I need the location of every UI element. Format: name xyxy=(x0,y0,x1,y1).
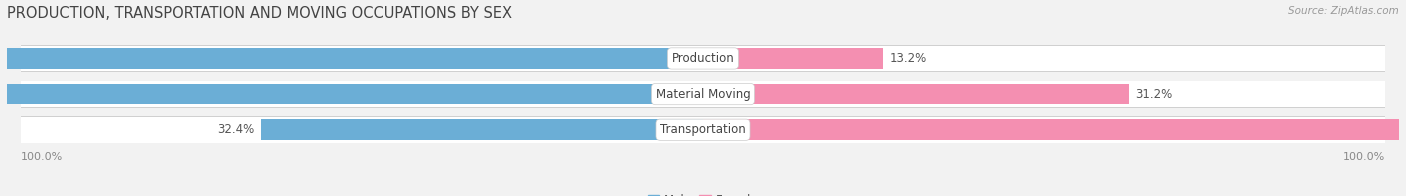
Text: Production: Production xyxy=(672,52,734,65)
Bar xyxy=(21,117,1385,142)
Text: 100.0%: 100.0% xyxy=(1343,152,1385,162)
Bar xyxy=(0,84,703,104)
Text: Transportation: Transportation xyxy=(661,123,745,136)
Bar xyxy=(21,116,1385,143)
Text: PRODUCTION, TRANSPORTATION AND MOVING OCCUPATIONS BY SEX: PRODUCTION, TRANSPORTATION AND MOVING OC… xyxy=(7,6,512,21)
Bar xyxy=(703,119,1406,140)
Text: 31.2%: 31.2% xyxy=(1136,88,1173,101)
Bar xyxy=(21,45,1385,72)
Bar xyxy=(0,48,703,69)
Text: Source: ZipAtlas.com: Source: ZipAtlas.com xyxy=(1288,6,1399,16)
Bar xyxy=(21,81,1385,107)
Bar xyxy=(262,119,703,140)
Bar xyxy=(21,81,1385,108)
Bar xyxy=(21,46,1385,71)
Text: 100.0%: 100.0% xyxy=(21,152,63,162)
Bar xyxy=(703,84,1129,104)
Legend: Male, Female: Male, Female xyxy=(643,189,763,196)
Bar xyxy=(703,48,883,69)
Text: Material Moving: Material Moving xyxy=(655,88,751,101)
Text: 32.4%: 32.4% xyxy=(217,123,254,136)
Text: 13.2%: 13.2% xyxy=(890,52,927,65)
